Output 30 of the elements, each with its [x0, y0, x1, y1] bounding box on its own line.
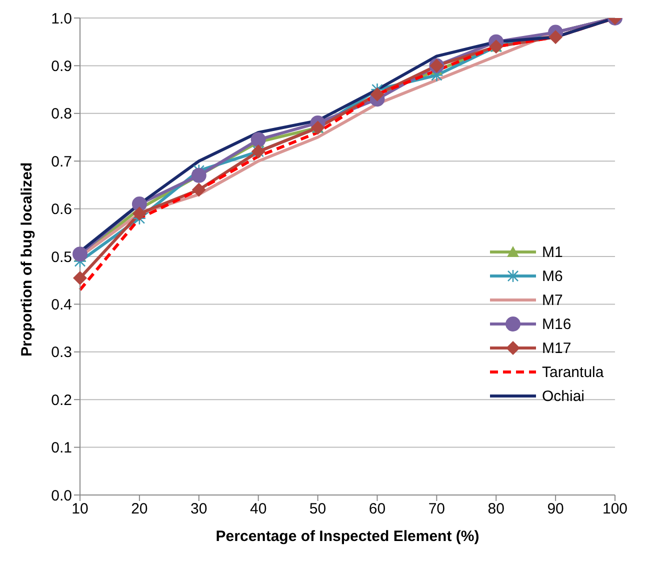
x-tick-label: 10 — [72, 500, 88, 518]
x-axis-title: Percentage of Inspected Element (%) — [216, 528, 480, 545]
legend-label: M16 — [542, 316, 572, 332]
legend-label: M1 — [542, 244, 563, 260]
y-tick-label: 0.8 — [51, 106, 72, 123]
legend-label: M6 — [542, 268, 563, 284]
y-tick-label: 0.5 — [51, 248, 72, 266]
x-tick-label: 30 — [190, 500, 208, 518]
y-tick-label: 0.2 — [51, 392, 72, 409]
x-tick-label: 90 — [547, 500, 564, 518]
y-tick-label: 0.9 — [51, 58, 72, 76]
legend-label: M17 — [542, 340, 572, 356]
x-tick-label: 50 — [309, 500, 326, 518]
x-tick-label: 20 — [131, 500, 148, 518]
legend-label: Ochiai — [542, 388, 585, 404]
y-axis-title: Proportion of bug localized — [18, 162, 36, 356]
y-tick-label: 0.0 — [51, 487, 72, 504]
y-tick-label: 0.6 — [51, 201, 72, 218]
legend-label: Tarantula — [542, 364, 604, 380]
x-tick-label: 100 — [602, 500, 628, 518]
legend-label: M7 — [542, 292, 563, 308]
y-tick-label: 0.7 — [51, 153, 72, 170]
y-tick-label: 1.0 — [51, 10, 72, 28]
x-tick-label: 60 — [368, 500, 386, 518]
x-tick-label: 40 — [250, 500, 267, 518]
x-tick-label: 80 — [488, 500, 504, 518]
y-tick-label: 0.3 — [51, 344, 72, 362]
y-tick-label: 0.1 — [51, 440, 72, 457]
y-tick-label: 0.4 — [51, 296, 72, 314]
x-tick-label: 70 — [428, 500, 446, 518]
